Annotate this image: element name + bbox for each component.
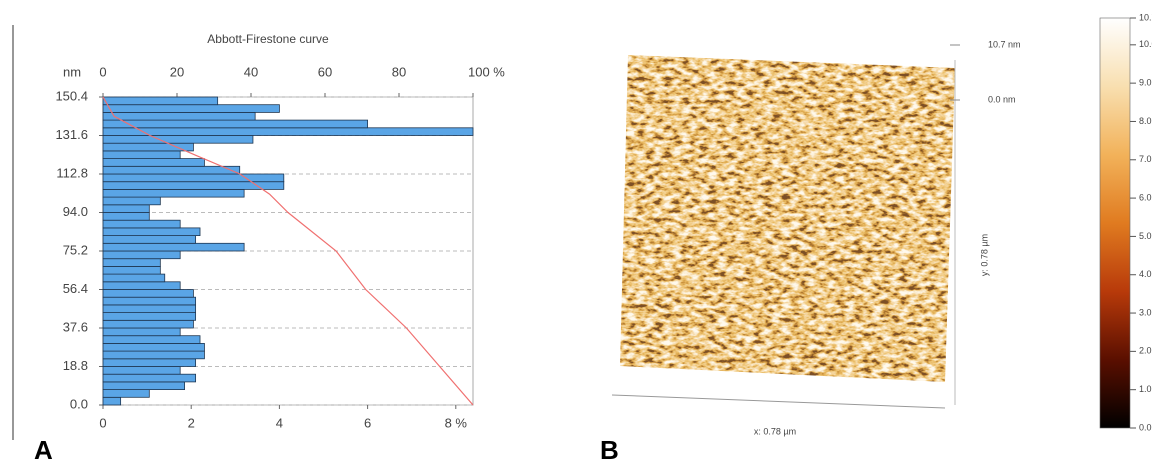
bar [102, 358, 197, 367]
y-axis-title: nm [63, 64, 81, 79]
bar [102, 250, 181, 260]
bar [102, 235, 197, 244]
panel-label: A [34, 435, 53, 462]
bar [102, 373, 197, 383]
y-tick-label: 94.0 [63, 204, 88, 219]
bar [102, 104, 280, 113]
bar [102, 289, 194, 298]
y-tick-label: 37.6 [63, 319, 88, 334]
y-tick-label: 18.8 [63, 358, 88, 373]
bar [102, 389, 150, 398]
bar [102, 335, 201, 344]
bar [102, 96, 219, 106]
bar [102, 281, 181, 290]
colorbar-tick-label: 9.0 [1139, 78, 1152, 88]
bar [102, 150, 181, 159]
bar [102, 188, 245, 198]
bar [102, 142, 194, 152]
x2-tick-label: 20 [170, 64, 184, 79]
bar [102, 319, 194, 329]
colorbar-tick-label: 1.0 [1139, 384, 1152, 394]
colorbar-tick-label: 0.0 [1139, 422, 1152, 432]
x-tick-label: 0 [99, 415, 106, 430]
bar [102, 273, 166, 283]
x-axis-line [611, 394, 946, 409]
colorbar-tick-label: 2.0 [1139, 346, 1152, 356]
bar [102, 219, 181, 229]
bar [102, 173, 285, 183]
x-tick-label: 8 % [445, 415, 468, 430]
colorbar-tick-label: 10.7 nm [1139, 12, 1152, 22]
y-tick-label: 131.6 [55, 127, 88, 142]
y-tick-label: 56.4 [63, 281, 88, 296]
chart-title: Abbott-Firestone curve [207, 32, 329, 46]
bar [102, 258, 161, 267]
y-tick-label: 75.2 [63, 242, 88, 257]
colorbar-tick-label: 8.0 [1139, 116, 1152, 126]
x-tick-label: 2 [188, 415, 195, 430]
x2-tick-label: 60 [318, 64, 332, 79]
bar [102, 396, 122, 406]
bar [102, 112, 256, 121]
bar [102, 381, 185, 390]
y-tick-label: 150.4 [55, 88, 88, 103]
bar [102, 242, 245, 252]
colorbar-tick-label: 10.0 [1139, 39, 1152, 49]
bar [102, 342, 205, 352]
colorbar [1099, 17, 1131, 429]
bar [102, 296, 197, 306]
bar [102, 304, 197, 313]
bar [102, 165, 241, 175]
bar [102, 212, 150, 221]
colorbar-tick-label: 7.0 [1139, 154, 1152, 164]
x-axis-title: x: 0.78 µm [754, 426, 796, 436]
x-tick-label: 4 [276, 415, 283, 430]
abbott-curve [102, 96, 474, 406]
bar [102, 327, 181, 337]
colorbar-tick-label: 5.0 [1139, 231, 1152, 241]
y-axis-title: y: 0.78 µm [979, 234, 989, 276]
colorbar-tick-label: 3.0 [1139, 307, 1152, 317]
bar [102, 312, 197, 321]
x-tick-label: 6 [364, 415, 371, 430]
bar [102, 119, 369, 129]
x2-tick-label: 100 % [468, 64, 505, 79]
bar [102, 127, 474, 136]
y-tick-label: 0.0 [70, 396, 88, 411]
bar [102, 350, 205, 360]
colorbar-tick-label: 4.0 [1139, 269, 1152, 279]
bar [102, 204, 150, 213]
bar [102, 227, 201, 236]
colorbar-tick-label: 6.0 [1139, 192, 1152, 202]
bar [102, 366, 181, 375]
z-tick-label: 0.0 nm [988, 94, 1016, 104]
bar [102, 196, 161, 206]
panel-label: B [600, 435, 619, 462]
bar [102, 158, 205, 167]
bar [102, 135, 254, 144]
x2-tick-label: 0 [99, 64, 106, 79]
bar [102, 265, 161, 275]
y-tick-label: 112.8 [56, 165, 88, 180]
surface-image [620, 55, 955, 382]
x2-tick-label: 80 [392, 64, 406, 79]
x2-tick-label: 40 [244, 64, 258, 79]
z-tick-label: 10.7 nm [988, 39, 1021, 49]
